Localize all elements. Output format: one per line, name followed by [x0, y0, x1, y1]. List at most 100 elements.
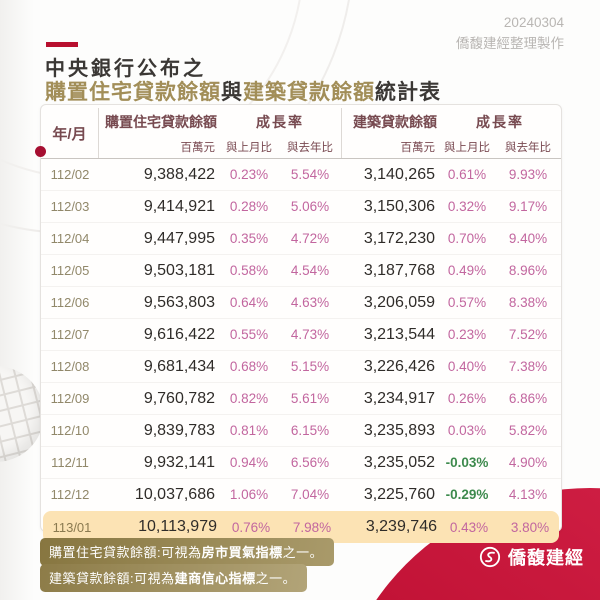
- month-cell: 112/02: [50, 167, 90, 182]
- month-cell: 112/09: [50, 391, 90, 406]
- construction-yoy-cell: 5.82%: [508, 423, 548, 438]
- housing-balance-cell: 9,563,803: [143, 293, 215, 311]
- housing-yoy-cell: 5.06%: [290, 199, 330, 214]
- housing-yoy-cell: 5.54%: [290, 167, 330, 182]
- header-construction-loan-balance: 建築貸款餘額: [341, 108, 439, 135]
- construction-mom-cell: 0.23%: [447, 327, 487, 342]
- housing-yoy-cell: 4.72%: [290, 231, 330, 246]
- construction-mom-cell: 0.03%: [447, 423, 487, 438]
- table-row: 112/12 10,037,686 1.06% 7.04% 3,225,760 …: [41, 478, 561, 510]
- construction-mom-cell: 0.32%: [447, 199, 487, 214]
- housing-mom-cell: 0.82%: [229, 391, 269, 406]
- housing-yoy-cell: 7.98%: [292, 519, 332, 535]
- title-dark-segment: 與: [221, 81, 243, 104]
- table-body: 112/02 9,388,422 0.23% 5.54% 3,140,265 0…: [41, 159, 561, 543]
- housing-mom-cell: 1.06%: [229, 487, 269, 502]
- month-cell: 112/07: [50, 327, 90, 342]
- housing-mom-cell: 0.68%: [229, 359, 269, 374]
- housing-yoy-cell: 5.15%: [290, 359, 330, 374]
- company-logo-text: 僑馥建經: [508, 548, 584, 568]
- footnote-text: 購置住宅貸款餘額:可視為: [49, 545, 202, 560]
- header-housing-growth-rate: 成長率: [256, 113, 304, 130]
- title-gold-segment: 建築貸款餘額: [243, 81, 375, 104]
- left-edge-shading: [0, 0, 34, 600]
- housing-mom-cell: 0.23%: [229, 167, 269, 182]
- construction-balance-cell: 3,235,893: [363, 421, 435, 439]
- header-construction-unit: 百萬元: [341, 135, 439, 158]
- construction-balance-cell: 3,226,426: [363, 357, 435, 375]
- construction-mom-cell: 0.61%: [447, 167, 487, 182]
- housing-yoy-cell: 7.04%: [290, 487, 330, 502]
- construction-mom-cell: 0.26%: [447, 391, 487, 406]
- housing-mom-cell: 0.58%: [229, 263, 269, 278]
- credit-text: 僑馥建經整理製作: [456, 35, 564, 51]
- header-housing-loan-balance: 購置住宅貸款餘額: [105, 113, 217, 130]
- housing-balance-cell: 9,616,422: [143, 325, 215, 343]
- construction-mom-cell: -0.29%: [445, 487, 489, 502]
- table-row: 112/10 9,839,783 0.81% 6.15% 3,235,893 0…: [41, 414, 561, 446]
- housing-yoy-cell: 6.56%: [290, 455, 330, 470]
- construction-balance-cell: 3,225,760: [363, 485, 435, 503]
- month-cell: 112/10: [50, 423, 90, 438]
- month-cell: 112/04: [50, 231, 90, 246]
- housing-balance-cell: 9,447,995: [143, 229, 215, 247]
- housing-mom-cell: 0.35%: [229, 231, 269, 246]
- housing-yoy-cell: 5.61%: [290, 391, 330, 406]
- table-row: 112/06 9,563,803 0.64% 4.63% 3,206,059 0…: [41, 286, 561, 318]
- header-construction-yoy: 與去年比: [505, 141, 551, 154]
- month-cell: 112/03: [50, 199, 90, 214]
- construction-yoy-cell: 9.93%: [508, 167, 548, 182]
- housing-mom-cell: 0.64%: [229, 295, 269, 310]
- table-row: 112/03 9,414,921 0.28% 5.06% 3,150,306 0…: [41, 190, 561, 222]
- statistics-table: 年/月 購置住宅貸款餘額 成長率 建築貸款餘額 成長率 百萬元 與上月比 與去年…: [35, 104, 562, 543]
- red-dot-marker: [35, 146, 46, 157]
- company-logo: 僑馥建經: [479, 544, 584, 570]
- construction-yoy-cell: 7.38%: [508, 359, 548, 374]
- table-row: 112/02 9,388,422 0.23% 5.54% 3,140,265 0…: [41, 159, 561, 190]
- housing-balance-cell: 9,414,921: [143, 197, 215, 215]
- table-row: 112/07 9,616,422 0.55% 4.73% 3,213,544 0…: [41, 318, 561, 350]
- table-row: 112/11 9,932,141 0.94% 6.56% 3,235,052 -…: [41, 446, 561, 478]
- construction-mom-cell: -0.03%: [445, 455, 489, 470]
- footnote-housing: 購置住宅貸款餘額:可視為房市買氣指標之一。: [40, 538, 335, 566]
- construction-mom-cell: 0.49%: [447, 263, 487, 278]
- title-gold-segment: 購置住宅貸款餘額: [45, 81, 221, 104]
- footnote-text: 建築貸款餘額:可視為: [49, 571, 175, 586]
- header-construction-growth-rate: 成長率: [476, 113, 524, 130]
- table-row: 112/04 9,447,995 0.35% 4.72% 3,172,230 0…: [41, 222, 561, 254]
- footnote-strong-text: 建商信心指標: [174, 571, 256, 586]
- construction-balance-cell: 3,140,265: [363, 165, 435, 183]
- construction-yoy-cell: 4.13%: [508, 487, 548, 502]
- table-row: 112/08 9,681,434 0.68% 5.15% 3,226,426 0…: [41, 350, 561, 382]
- housing-balance-cell: 9,760,782: [143, 389, 215, 407]
- page-title-line2: 購置住宅貸款餘額與建築貸款餘額統計表: [45, 76, 441, 106]
- table-row: 112/09 9,760,782 0.82% 5.61% 3,234,917 0…: [41, 382, 561, 414]
- construction-mom-cell: 0.43%: [449, 519, 489, 535]
- construction-yoy-cell: 9.17%: [508, 199, 548, 214]
- table-row: 113/01 10,113,979 0.76% 7.98% 3,239,746 …: [43, 511, 559, 543]
- housing-balance-cell: 10,037,686: [134, 485, 215, 503]
- housing-balance-cell: 9,932,141: [143, 453, 215, 471]
- title-accent-dash: [46, 42, 78, 47]
- month-cell: 112/05: [50, 263, 90, 278]
- construction-balance-cell: 3,239,746: [365, 518, 437, 535]
- construction-mom-cell: 0.40%: [447, 359, 487, 374]
- housing-mom-cell: 0.94%: [229, 455, 269, 470]
- footnote-construction: 建築貸款餘額:可視為建商信心指標之一。: [40, 564, 308, 592]
- header-housing-yoy: 與去年比: [287, 141, 333, 154]
- footnote-text: 之一。: [255, 571, 297, 586]
- construction-mom-cell: 0.57%: [447, 295, 487, 310]
- housing-mom-cell: 0.28%: [229, 199, 269, 214]
- housing-balance-cell: 9,839,783: [143, 421, 215, 439]
- title-dark-segment: 統計表: [375, 81, 441, 104]
- construction-mom-cell: 0.70%: [447, 231, 487, 246]
- month-cell: 112/11: [51, 455, 89, 470]
- header-year-month: 年/月: [41, 108, 99, 158]
- construction-yoy-cell: 8.96%: [508, 263, 548, 278]
- housing-yoy-cell: 4.54%: [290, 263, 330, 278]
- housing-mom-cell: 0.76%: [231, 519, 271, 535]
- construction-yoy-cell: 7.52%: [508, 327, 548, 342]
- housing-yoy-cell: 4.63%: [290, 295, 330, 310]
- month-cell: 112/06: [50, 295, 90, 310]
